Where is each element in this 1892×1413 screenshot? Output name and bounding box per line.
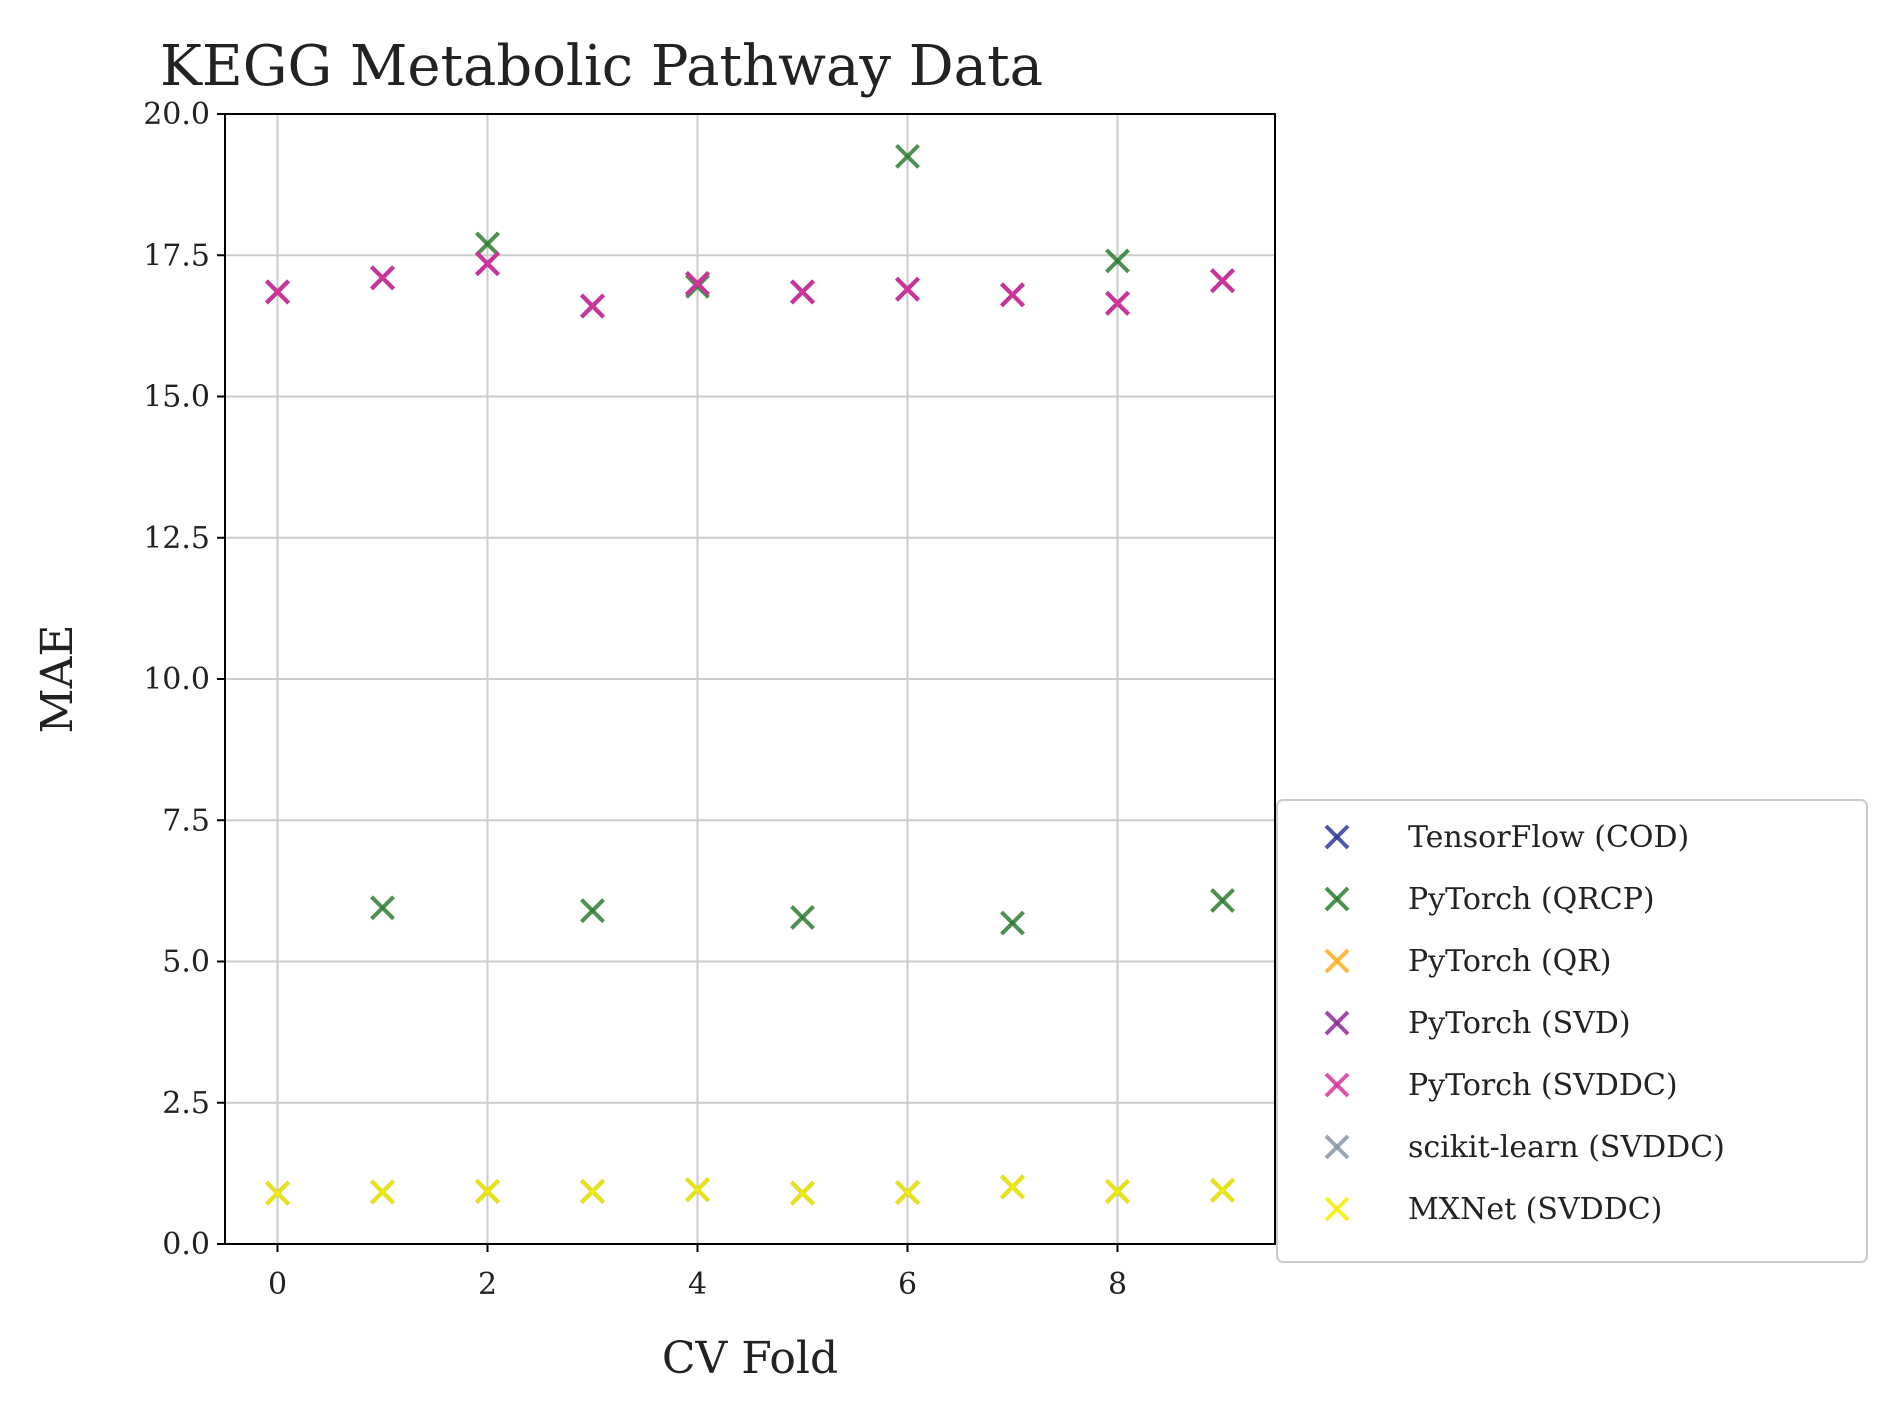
x-tick-label: 0: [268, 1267, 287, 1302]
legend-marker: [1324, 1072, 1350, 1098]
chart-title: KEGG Metabolic Pathway Data: [160, 34, 1043, 99]
legend-marker: [1324, 1134, 1350, 1160]
series-6: [265, 1174, 1235, 1206]
y-axis-ticks: 0.0 2.5 5.0 7.5 10.0 12.5 15.0 17.5 20.0: [143, 97, 225, 1262]
legend-marker: [1324, 1196, 1350, 1222]
legend-label: MXNet (SVDDC): [1408, 1192, 1662, 1227]
data-point: [370, 895, 395, 921]
data-point: [895, 143, 920, 169]
series-0: [265, 251, 1235, 319]
data-point: [1210, 268, 1235, 294]
data-point: [1210, 888, 1235, 913]
data-point: [1210, 1177, 1235, 1203]
data-point: [790, 279, 815, 305]
y-tick-label: 7.5: [162, 803, 210, 838]
data-point: [370, 1179, 395, 1205]
data-point: [580, 1179, 605, 1204]
data-point: [475, 1179, 500, 1204]
y-tick-label: 2.5: [162, 1086, 210, 1121]
y-tick-label: 5.0: [162, 945, 210, 980]
legend-label: PyTorch (QR): [1408, 944, 1611, 979]
data-point: [1105, 1179, 1130, 1204]
series-4: [265, 251, 1235, 319]
series-3: [265, 251, 1235, 319]
data-point: [475, 251, 500, 277]
x-axis-label: CV Fold: [662, 1333, 838, 1384]
legend-marker: [1324, 1010, 1350, 1036]
y-tick-label: 20.0: [143, 97, 210, 132]
data-point: [685, 1177, 710, 1203]
x-tick-label: 4: [688, 1267, 707, 1302]
data-point: [475, 231, 500, 257]
legend-label: TensorFlow (COD): [1408, 820, 1689, 855]
data-point: [895, 1180, 920, 1205]
x-tick-label: 6: [898, 1267, 917, 1302]
data-point: [580, 293, 605, 319]
x-axis-ticks: 0 2 4 6 8: [268, 1244, 1127, 1302]
x-tick-label: 2: [478, 1267, 497, 1302]
data-point: [1105, 248, 1130, 274]
y-tick-label: 12.5: [143, 521, 210, 556]
legend-label: PyTorch (SVDDC): [1408, 1068, 1678, 1103]
legend-label: PyTorch (QRCP): [1408, 882, 1655, 917]
y-tick-label: 10.0: [143, 662, 210, 697]
data-points: [265, 143, 1235, 1206]
data-point: [265, 1180, 290, 1206]
data-point: [370, 265, 395, 291]
legend-label: scikit-learn (SVDDC): [1408, 1130, 1725, 1165]
y-axis-label: MAE: [32, 625, 83, 734]
data-point: [1000, 910, 1025, 936]
grid-lines: [225, 113, 1275, 1245]
data-point: [1105, 290, 1130, 316]
data-point: [895, 276, 920, 302]
legend-box: [1276, 799, 1868, 1263]
data-point: [1000, 1174, 1025, 1200]
legend: TensorFlow (COD) PyTorch (QRCP) PyTorch (Q…: [1276, 799, 1868, 1263]
data-point: [1000, 282, 1025, 308]
series-2: [265, 1174, 1235, 1206]
legend-marker: [1324, 886, 1350, 912]
data-point: [265, 279, 290, 305]
series-1: [265, 143, 1235, 936]
data-point: [790, 905, 815, 930]
legend-label: PyTorch (SVD): [1408, 1006, 1631, 1041]
series-5: [265, 1174, 1235, 1206]
data-point: [685, 271, 710, 296]
data-point: [580, 898, 605, 924]
legend-marker: [1324, 948, 1350, 974]
data-point: [790, 1180, 815, 1206]
x-tick-label: 8: [1108, 1267, 1127, 1302]
legend-marker: [1324, 824, 1350, 850]
y-tick-label: 15.0: [143, 380, 210, 415]
y-tick-label: 17.5: [143, 238, 210, 273]
y-tick-label: 0.0: [162, 1227, 210, 1262]
